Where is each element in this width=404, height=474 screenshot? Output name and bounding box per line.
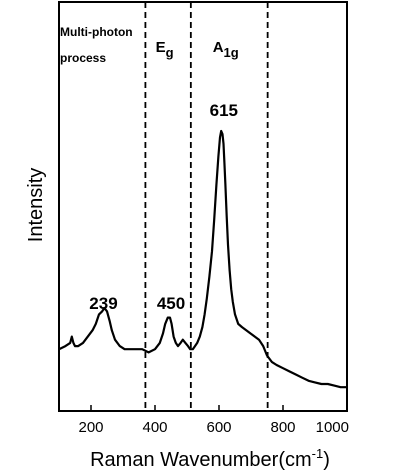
x-tick-label: 1000	[316, 419, 349, 436]
x-axis-label: Raman Wavenumber(cm-1)	[90, 446, 330, 471]
peak-labels: 239 450 615	[89, 101, 238, 313]
x-tick-label: 200	[78, 419, 103, 436]
x-tick-label: 600	[206, 419, 231, 436]
x-axis-label-main: Raman Wavenumber(cm	[90, 449, 312, 471]
peak-label: 450	[157, 294, 185, 313]
x-axis-label-end: )	[323, 449, 330, 471]
y-axis-label: Intensity	[25, 168, 47, 242]
region-label: A1g	[213, 39, 239, 60]
x-axis-ticks: 200 400 600 800 1000	[78, 405, 349, 436]
region-label-multiphoton: process	[60, 51, 106, 65]
x-tick-label: 400	[142, 419, 167, 436]
region-label-multiphoton: Multi-photon	[60, 25, 133, 39]
spectrum-line	[58, 129, 347, 389]
region-labels: Multi-photon process Eg A1g	[60, 25, 239, 65]
peak-label: 615	[210, 101, 238, 120]
x-axis-label-sup: -1	[312, 446, 324, 461]
peak-label: 239	[89, 294, 117, 313]
region-label: Eg	[156, 39, 174, 60]
x-tick-label: 800	[270, 419, 295, 436]
region-boundaries	[144, 2, 269, 411]
plot-frame	[58, 1, 348, 412]
